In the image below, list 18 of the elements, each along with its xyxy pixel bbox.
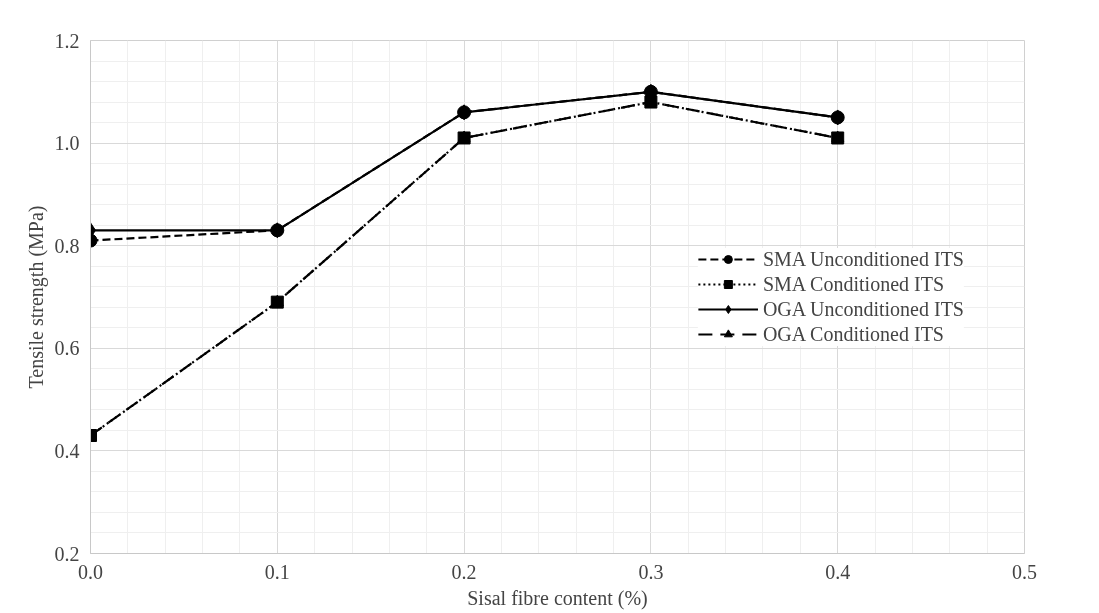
- x-tick-label: 0.5: [1012, 560, 1037, 583]
- y-tick-label: 0.6: [54, 337, 80, 360]
- x-tick-label: 0.3: [638, 560, 664, 583]
- legend-label: OGA Conditioned ITS: [762, 322, 944, 346]
- legend-label: SMA Unconditioned ITS: [762, 247, 964, 271]
- y-tick-label: 1.2: [54, 29, 80, 52]
- x-axis-title: Sisal fibre content (%): [467, 586, 648, 610]
- y-axis-title: Tensile strength (MPa): [24, 205, 48, 389]
- legend-label: SMA Conditioned ITS: [762, 272, 945, 296]
- y-tick-label: 0.4: [54, 439, 80, 462]
- y-tick-label: 1.0: [54, 132, 80, 155]
- x-tick-label: 0.4: [825, 560, 851, 583]
- x-tick-label: 0.0: [78, 560, 103, 583]
- x-tick-label: 0.1: [264, 560, 290, 583]
- x-tick-label: 0.2: [451, 560, 477, 583]
- y-tick-label: 0.8: [54, 234, 80, 257]
- y-tick-label: 0.2: [54, 542, 80, 565]
- legend-label: OGA Unconditioned ITS: [762, 297, 964, 321]
